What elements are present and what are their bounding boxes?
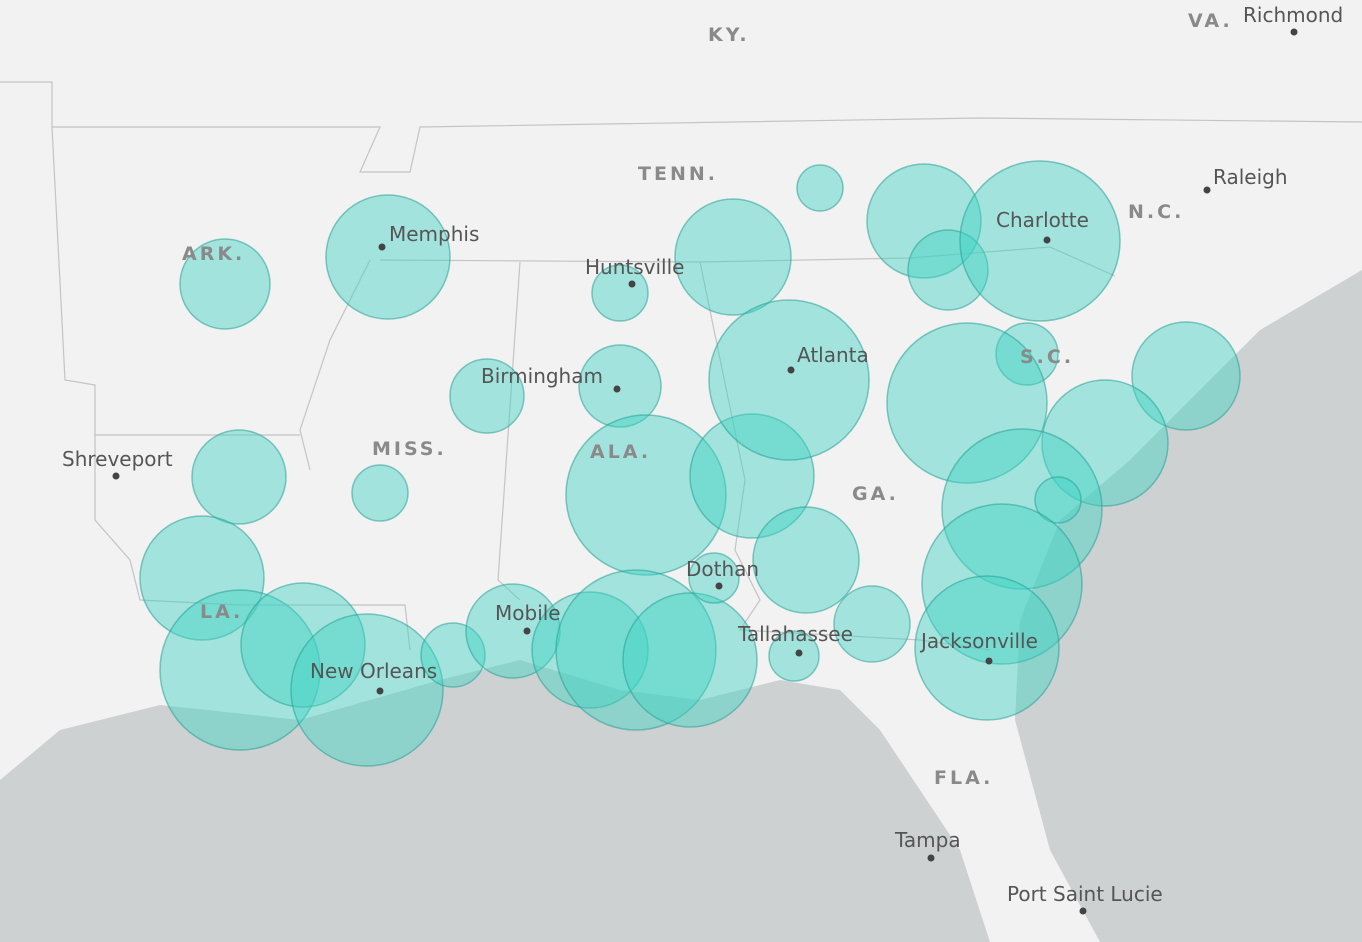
bubble — [708, 299, 870, 461]
bubble — [752, 506, 860, 614]
bubble — [689, 413, 815, 539]
bubble — [866, 163, 982, 279]
gulf-of-mexico — [0, 660, 990, 942]
bubble — [191, 429, 287, 525]
bubble — [833, 585, 911, 663]
city-dot — [523, 627, 531, 635]
bubble — [941, 428, 1103, 590]
city-dot — [378, 243, 386, 251]
bubble — [290, 613, 444, 767]
bubble — [139, 515, 265, 641]
city-dot — [787, 366, 795, 374]
city-label: Birmingham — [481, 364, 603, 388]
city-label: Charlotte — [996, 208, 1089, 232]
bubble — [796, 164, 844, 212]
bubble — [565, 414, 727, 576]
bubble — [921, 503, 1083, 665]
state-label: ARK. — [182, 243, 245, 265]
city-label: Tallahassee — [737, 622, 853, 646]
state-labels: KY. VA. TENN. N.C. ARK. MISS. ALA. GA. S… — [182, 10, 1233, 789]
bubble — [578, 344, 662, 428]
city-labels: Richmond Raleigh Charlotte Memphis Hunts… — [62, 3, 1343, 915]
state-label: KY. — [708, 24, 750, 46]
city-label: Huntsville — [585, 255, 684, 279]
city-dot — [715, 582, 723, 590]
city-label: Dothan — [686, 557, 759, 581]
bubble — [907, 229, 989, 311]
bubble — [1131, 321, 1241, 431]
bubble — [179, 238, 271, 330]
bubble — [240, 582, 366, 708]
city-dot — [628, 280, 636, 288]
bubble — [688, 552, 740, 604]
city-label: New Orleans — [310, 659, 437, 683]
state-label: FLA. — [934, 767, 993, 789]
bubble — [1034, 476, 1082, 524]
city-label: Tampa — [894, 828, 961, 852]
bubble — [1041, 379, 1169, 507]
state-label: LA. — [200, 601, 243, 623]
city-label: Atlanta — [797, 343, 869, 367]
bubble — [959, 160, 1121, 322]
city-label: Mobile — [495, 601, 561, 625]
bubble — [674, 198, 792, 316]
bubble — [465, 583, 561, 679]
city-dot — [376, 687, 384, 695]
state-label: VA. — [1188, 10, 1233, 32]
city-dot — [985, 657, 993, 665]
city-dot — [1079, 907, 1087, 915]
bubble — [995, 322, 1059, 386]
city-dot — [1043, 236, 1051, 244]
bubble — [886, 322, 1048, 484]
bubble — [325, 194, 451, 320]
city-label: Memphis — [389, 222, 479, 246]
city-dot — [613, 385, 621, 393]
city-dot — [927, 854, 935, 862]
city-dot — [112, 472, 120, 480]
state-label: S.C. — [1020, 346, 1074, 368]
city-label: Richmond — [1243, 3, 1343, 27]
atlantic-ocean — [1015, 270, 1362, 942]
bubble — [420, 622, 486, 688]
state-label: GA. — [852, 483, 899, 505]
bubble — [555, 569, 717, 731]
bubbles — [139, 160, 1241, 767]
city-dot — [1203, 186, 1211, 194]
bubble — [591, 264, 649, 322]
city-dot — [1290, 28, 1298, 36]
state-label: TENN. — [638, 163, 718, 185]
state-label: MISS. — [372, 438, 447, 460]
bubble — [449, 358, 525, 434]
city-label: Shreveport — [62, 447, 173, 471]
city-dot — [795, 649, 803, 657]
state-label: N.C. — [1128, 201, 1184, 223]
city-label: Jacksonville — [919, 629, 1038, 653]
bubble — [914, 575, 1060, 721]
city-label: Raleigh — [1213, 165, 1288, 189]
bubble — [622, 592, 758, 728]
bubble — [159, 589, 321, 751]
state-label: ALA. — [590, 441, 651, 463]
bubble — [768, 630, 820, 682]
city-label: Port Saint Lucie — [1007, 882, 1163, 906]
bubble — [351, 464, 409, 522]
